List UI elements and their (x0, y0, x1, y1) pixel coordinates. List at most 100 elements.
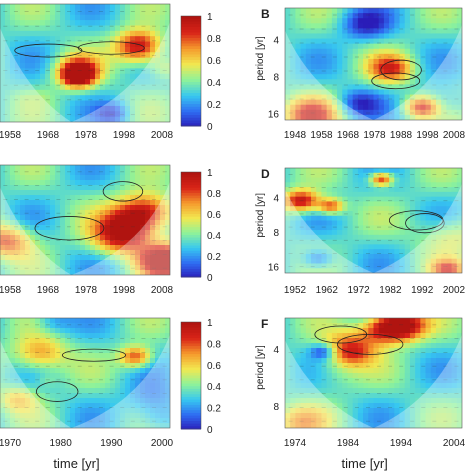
heatmap-cell (105, 9, 111, 16)
heatmap-cell (50, 25, 56, 32)
heatmap-cell (155, 368, 161, 374)
heatmap-cell (165, 116, 170, 122)
heatmap-cell (342, 196, 349, 203)
heatmap-cell (352, 363, 359, 369)
heatmap-cell (40, 215, 46, 221)
heatmap-cell (425, 249, 432, 255)
heatmap-cell (55, 52, 61, 59)
heatmap-cell (352, 244, 359, 250)
heatmap-cell (70, 408, 76, 414)
heatmap-cell (305, 383, 312, 389)
heatmap-cell (25, 328, 31, 334)
heatmap-cell (135, 25, 141, 32)
heatmap-cell (105, 328, 111, 334)
heatmap-cell (135, 225, 141, 231)
heatmap-cell (155, 348, 161, 354)
heatmap-cell (140, 245, 146, 251)
heatmap-cell (135, 270, 141, 275)
heatmap-cell (115, 89, 121, 96)
heatmap-cell (40, 185, 46, 191)
heatmap-cell (357, 230, 364, 236)
heatmap-cell (120, 388, 126, 394)
heatmap-cell (352, 323, 359, 329)
heatmap-cell (285, 23, 291, 29)
heatmap-cell (394, 268, 401, 273)
heatmap-cell (25, 25, 31, 32)
heatmap-cell (165, 185, 170, 191)
heatmap-cell (15, 343, 21, 349)
heatmap-cell (342, 187, 349, 193)
heatmap-cell (165, 14, 170, 21)
heatmap-cell (145, 343, 151, 349)
heatmap-cell (35, 190, 41, 196)
heatmap-cell (85, 30, 91, 37)
heatmap-cell (446, 64, 453, 70)
heatmap-cell (95, 116, 101, 122)
heatmap-cell (115, 170, 121, 176)
heatmap-cell (342, 201, 349, 207)
heatmap-cell (305, 363, 312, 369)
heatmap-cell (120, 30, 126, 37)
heatmap-cell (45, 195, 51, 201)
heatmap-cell (321, 89, 328, 96)
heatmap-cell (160, 46, 166, 53)
heatmap-cell (451, 109, 458, 116)
heatmap-cell (155, 116, 161, 122)
heatmap-cell (50, 338, 56, 344)
heatmap-cell (70, 111, 76, 118)
heatmap-cell (110, 373, 116, 379)
heatmap-cell (140, 265, 146, 271)
colorbar-segment (181, 76, 201, 80)
heatmap-cell (55, 413, 61, 419)
heatmap-cell (420, 268, 427, 273)
heatmap-cell (150, 373, 156, 379)
heatmap-cell (155, 41, 161, 48)
heatmap-cell (0, 418, 6, 424)
heatmap-cell (0, 245, 6, 251)
heatmap-cell (15, 318, 21, 324)
heatmap-cell (285, 393, 291, 399)
heatmap-cell (300, 230, 307, 236)
heatmap-cell (295, 191, 302, 198)
heatmap-cell (90, 368, 96, 374)
heatmap-cell (399, 114, 406, 120)
heatmap-cell (95, 338, 101, 344)
heatmap-cell (368, 378, 375, 384)
heatmap-cell (135, 255, 141, 261)
heatmap-cell (60, 270, 66, 275)
heatmap-cell (357, 187, 364, 193)
heatmap-cell (45, 230, 51, 236)
heatmap-cell (295, 28, 302, 35)
heatmap-cell (150, 175, 156, 181)
colorbar-segment (181, 340, 201, 344)
heatmap-cell (105, 408, 111, 414)
heatmap-cell (140, 20, 146, 27)
heatmap-cell (110, 418, 116, 424)
heatmap-cell (90, 423, 96, 428)
heatmap-cell (404, 53, 411, 60)
heatmap-cell (285, 353, 291, 359)
heatmap-cell (65, 408, 71, 414)
heatmap-cell (110, 423, 116, 428)
heatmap-cell (311, 353, 317, 359)
heatmap-cell (295, 388, 302, 394)
heatmap-cell (295, 358, 302, 364)
heatmap-cell (100, 46, 106, 53)
heatmap-cell (347, 74, 354, 80)
heatmap-cell (5, 79, 11, 86)
heatmap-cell (30, 175, 36, 181)
heatmap-cell (311, 263, 317, 269)
heatmap-cell (363, 182, 369, 188)
heatmap-cell (331, 215, 338, 222)
heatmap-cell (165, 84, 170, 91)
heatmap-cell (145, 393, 151, 399)
heatmap-cell (295, 43, 302, 50)
heatmap-cell (5, 57, 11, 64)
heatmap-cell (446, 230, 453, 236)
heatmap-cell (5, 116, 11, 122)
heatmap-cell (70, 398, 76, 404)
heatmap-cell (0, 398, 6, 404)
heatmap-cell (145, 4, 151, 10)
heatmap-cell (105, 388, 111, 394)
heatmap-cell (337, 79, 343, 85)
